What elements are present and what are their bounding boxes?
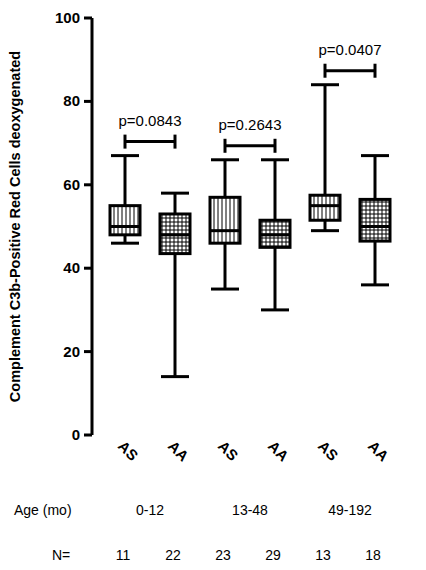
bracket-end (374, 64, 377, 78)
x-tick-label: AA (365, 437, 392, 464)
box-group (110, 156, 140, 244)
median (360, 225, 390, 228)
y-tick-label: 40 (63, 259, 80, 276)
y-tick (84, 183, 92, 186)
n-value: 18 (365, 547, 381, 563)
whisker-cap-min (161, 375, 189, 378)
whisker-cap-max (111, 154, 139, 157)
bracket-end (274, 139, 277, 153)
y-tick-label: 20 (63, 343, 80, 360)
x-tick-label: AA (265, 437, 292, 464)
n-value: 23 (215, 547, 231, 563)
y-tick-label: 100 (55, 9, 80, 26)
bracket-end (324, 64, 327, 78)
whisker-cap-min (361, 283, 389, 286)
chart-container: 0 20 40 60 80 100 Complement C3b-Positive Red … (0, 0, 426, 570)
x-tick-label: AS (115, 437, 142, 464)
y-axis: 0 20 40 60 80 100 (55, 9, 92, 443)
whisker-cap-max (361, 154, 389, 157)
y-tick (84, 434, 92, 437)
whisker-cap-min (261, 308, 289, 311)
median (110, 225, 140, 228)
whisker-cap-max (311, 83, 339, 86)
y-tick (84, 17, 92, 20)
bracket (225, 144, 275, 147)
box (260, 220, 290, 247)
median (310, 204, 340, 207)
median (160, 233, 190, 236)
boxes (110, 85, 390, 377)
x-axis-title: Age (mo) (14, 502, 72, 518)
box (110, 206, 140, 235)
n-label: N= (52, 547, 70, 563)
y-tick (84, 100, 92, 103)
whisker-cap-min (311, 229, 339, 232)
whisker-cap-min (211, 288, 239, 291)
chart-svg: 0 20 40 60 80 100 Complement C3b-Positive Red … (0, 0, 426, 570)
n-value: 29 (265, 547, 281, 563)
box (160, 214, 190, 254)
box-group (260, 160, 290, 310)
group-label: 13-48 (232, 502, 268, 518)
n-value: 22 (165, 547, 181, 563)
n-value: 11 (116, 547, 131, 563)
y-tick (84, 267, 92, 270)
y-axis-title: Complement C3b-Positive Red Cells deoxyg… (7, 51, 23, 402)
p-value: p=0.0843 (119, 112, 182, 129)
whisker-cap-max (161, 192, 189, 195)
bracket (125, 140, 175, 143)
box (310, 195, 340, 220)
y-tick-label: 60 (63, 176, 80, 193)
n-value: 13 (315, 547, 331, 563)
y-tick (84, 350, 92, 353)
p-value: p=0.0407 (319, 41, 382, 58)
bracket-end (174, 135, 177, 149)
x-tick-label: AA (165, 437, 192, 464)
box-group (160, 193, 190, 376)
group-label: 49-192 (328, 502, 372, 518)
p-value: p=0.2643 (219, 116, 282, 133)
bracket (325, 69, 375, 72)
whisker-cap-max (211, 158, 239, 161)
box-group (210, 160, 240, 289)
box-group (310, 85, 340, 231)
bracket-end (124, 135, 127, 149)
y-tick-label: 0 (72, 426, 80, 443)
box (360, 199, 390, 241)
x-tick-label: AS (215, 437, 242, 464)
y-axis-line (91, 18, 94, 435)
bracket-end (224, 139, 227, 153)
box (210, 197, 240, 243)
box-group (360, 156, 390, 285)
group-label: 0-12 (136, 502, 164, 518)
median (210, 229, 240, 232)
median (260, 233, 290, 236)
whisker-cap-min (111, 242, 139, 245)
y-tick-label: 80 (63, 92, 80, 109)
whisker-cap-max (261, 158, 289, 161)
x-tick-label: AS (315, 437, 342, 464)
annotations: p=0.0843 p=0.2643 p=0.0407 (119, 41, 382, 153)
